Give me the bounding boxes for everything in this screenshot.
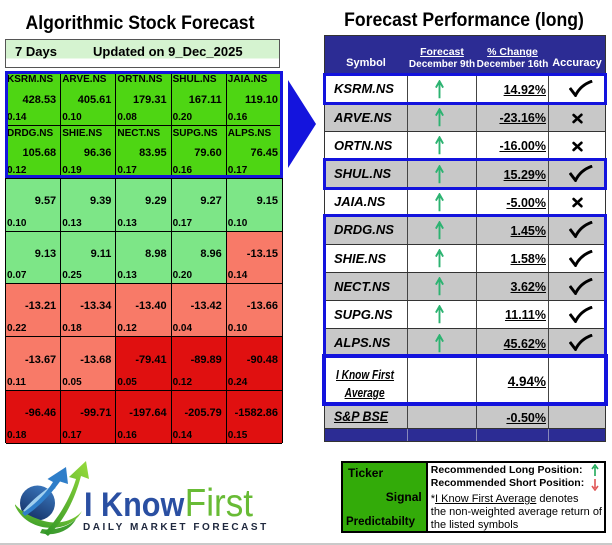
svg-text:First: First [185,480,254,524]
svg-text:DAILY MARKET FORECAST: DAILY MARKET FORECAST [83,522,269,533]
svg-text:I Know: I Know [84,486,185,524]
